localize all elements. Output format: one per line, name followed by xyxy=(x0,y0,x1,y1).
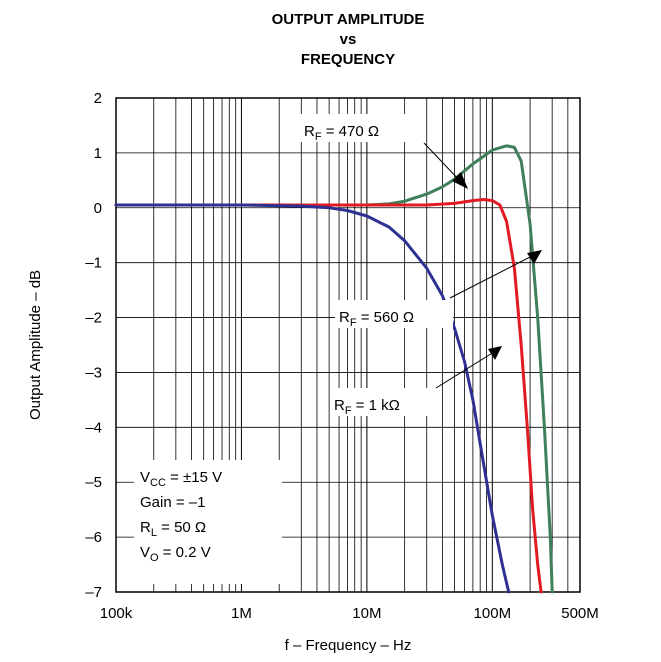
y-tick-label: –6 xyxy=(85,529,102,546)
x-tick-label: 10M xyxy=(352,605,381,622)
grid-lines xyxy=(116,98,580,592)
y-tick-label: –3 xyxy=(85,364,102,381)
condition-gain: Gain = –1 xyxy=(140,494,205,511)
y-tick-label: 1 xyxy=(94,145,102,162)
condition-vcc: VCC = ±15 V xyxy=(140,469,222,489)
arrow-line-470 xyxy=(423,142,463,184)
y-tick-labels: 2 1 0 –1 –2 –3 –4 –5 –6 –7 xyxy=(85,90,102,601)
conditions-box xyxy=(134,460,282,584)
arrow-head-470 xyxy=(452,172,468,189)
label-bg-1k xyxy=(330,388,442,416)
y-tick-label: –1 xyxy=(85,255,102,272)
plot-frame xyxy=(115,97,581,593)
series-label-1k: RF = 1 kΩ xyxy=(334,397,400,417)
x-tick-label: 500M xyxy=(561,605,599,622)
y-tick-label: –5 xyxy=(85,474,102,491)
condition-rl: RL = 50 Ω xyxy=(140,519,206,539)
arrow-line-1k xyxy=(435,351,495,389)
arrow-line-560 xyxy=(449,254,535,299)
x-tick-labels: 100k 1M 10M 100M 500M xyxy=(100,605,599,622)
series-group xyxy=(114,144,554,594)
label-bg-560 xyxy=(335,300,453,328)
condition-vo: VO = 0.2 V xyxy=(140,544,211,564)
y-tick-label: –4 xyxy=(85,419,102,436)
arrow-head-1k xyxy=(488,346,502,360)
chart-title-line-2: vs xyxy=(340,31,357,48)
x-tick-label: 100k xyxy=(100,605,133,622)
y-tick-label: 0 xyxy=(94,200,102,217)
x-axis-label: f – Frequency – Hz xyxy=(285,637,412,654)
x-tick-label: 100M xyxy=(474,605,512,622)
x-tick-label: 1M xyxy=(231,605,252,622)
label-bg-470 xyxy=(300,114,422,142)
y-axis-label: Output Amplitude – dB xyxy=(27,270,44,420)
y-tick-label: –7 xyxy=(85,584,102,601)
y-tick-label: 2 xyxy=(94,90,102,107)
series-line-1 xyxy=(114,198,543,594)
series-label-470: RF = 470 Ω xyxy=(304,123,379,143)
chart-title-line-3: FREQUENCY xyxy=(301,51,395,68)
y-tick-label: –2 xyxy=(85,310,102,327)
series-label-560: RF = 560 Ω xyxy=(339,309,414,329)
arrow-head-560 xyxy=(527,250,542,264)
series-line-2 xyxy=(114,203,511,594)
chart-title-line-1: OUTPUT AMPLITUDE xyxy=(272,11,425,28)
